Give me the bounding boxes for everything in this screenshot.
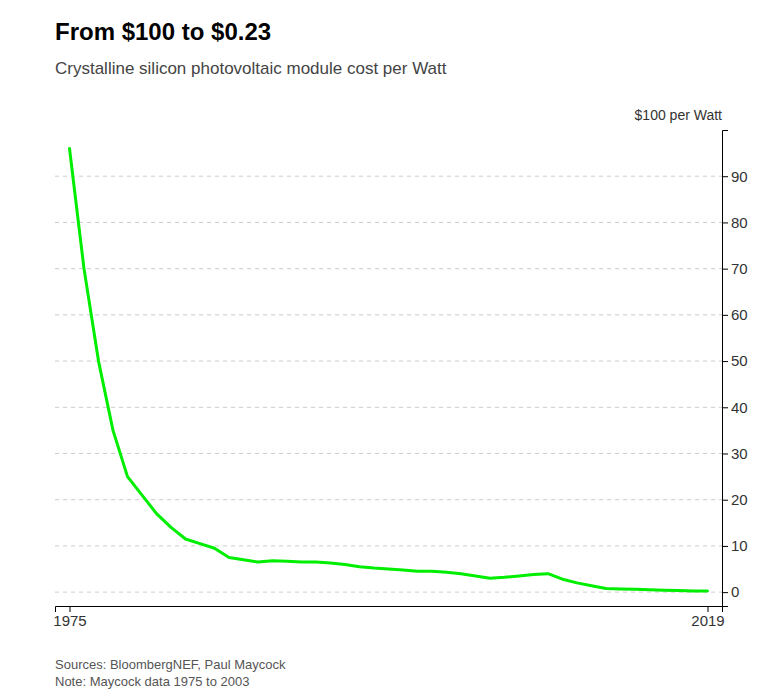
x-tick-label: 2019 xyxy=(691,612,724,629)
y-tick: 10 xyxy=(722,537,748,554)
y-tick-mark xyxy=(722,592,728,593)
y-tick: 70 xyxy=(722,260,748,277)
grid-line xyxy=(55,268,722,269)
y-tick-mark xyxy=(722,315,728,316)
grid-line xyxy=(55,453,722,454)
y-tick-mark xyxy=(722,500,728,501)
chart: From $100 to $0.23 Crystalline silicon ph… xyxy=(0,0,782,696)
source-note: Sources: BloombergNEF, Paul Maycock xyxy=(55,657,286,672)
notes: Sources: BloombergNEF, Paul Maycock Note:… xyxy=(55,657,286,689)
y-tick-label: 80 xyxy=(731,214,748,231)
grid-line xyxy=(55,592,722,593)
y-tick: 80 xyxy=(722,214,748,231)
y-tick-mark xyxy=(722,222,728,223)
source-note: Note: Maycock data 1975 to 2003 xyxy=(55,674,249,689)
y-tick-label: 90 xyxy=(731,168,748,185)
x-tick: 1975 xyxy=(53,606,86,629)
title: From $100 to $0.23 xyxy=(55,18,271,45)
x-tick: 2019 xyxy=(691,606,724,629)
y-tick-label: 20 xyxy=(731,491,748,508)
y-tick-label: 60 xyxy=(731,306,748,323)
y-tick-label: 50 xyxy=(731,352,748,369)
y-tick-mark xyxy=(722,176,728,177)
grid xyxy=(55,176,722,592)
y-tick: 60 xyxy=(722,306,748,323)
y-tick-label: 70 xyxy=(731,260,748,277)
y-tick: 30 xyxy=(722,445,748,462)
series xyxy=(70,148,708,591)
y-tick-mark xyxy=(722,453,728,454)
grid-line xyxy=(55,361,722,362)
grid-line xyxy=(55,499,722,500)
chart-container: From $100 to $0.23 Crystalline silicon ph… xyxy=(0,0,782,696)
plot-area: $100 per Watt 1975 2019 0 10 20 30 40 50 60 70 80 90 xyxy=(53,107,747,629)
y-tick-label: 30 xyxy=(731,445,748,462)
y-tick-label: 10 xyxy=(731,537,748,554)
subtitle: Crystalline silicon photovoltaic module … xyxy=(55,59,447,78)
y-axis: 0 10 20 30 40 50 60 70 80 90 xyxy=(722,131,748,607)
grid-line xyxy=(55,222,722,223)
y-tick-mark xyxy=(722,546,728,547)
y-tick-label: 40 xyxy=(731,399,748,416)
y-tick-mark xyxy=(722,407,728,408)
y-tick-mark xyxy=(722,269,728,270)
grid-line xyxy=(55,407,722,408)
y-tick: 90 xyxy=(722,168,748,185)
y-tick: 0 xyxy=(722,583,739,600)
y-tick: 50 xyxy=(722,352,748,369)
y-axis-line xyxy=(723,131,729,607)
y-tick: 40 xyxy=(722,399,748,416)
annotation: $100 per Watt xyxy=(635,107,723,123)
x-axis: 1975 2019 xyxy=(53,606,724,629)
grid-line xyxy=(55,545,722,546)
line xyxy=(70,148,708,591)
y-tick-mark xyxy=(722,361,728,362)
x-tick-label: 1975 xyxy=(53,612,86,629)
grid-line xyxy=(55,314,722,315)
y-tick-label: 0 xyxy=(731,583,739,600)
x-axis-line xyxy=(56,607,723,613)
grid-line xyxy=(55,176,722,177)
y-tick: 20 xyxy=(722,491,748,508)
